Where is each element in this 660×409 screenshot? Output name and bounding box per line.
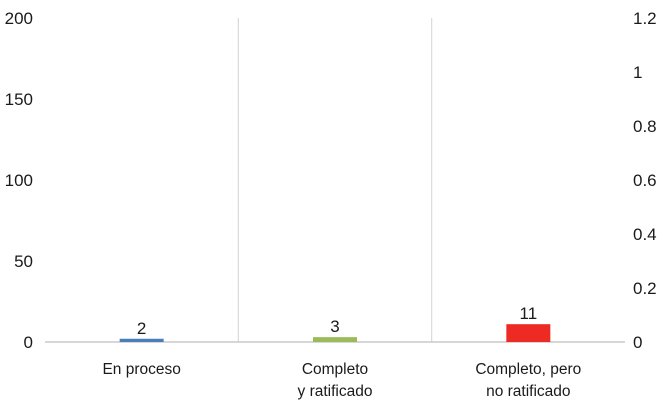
right-tick-label: 0.6 bbox=[633, 171, 657, 190]
category-label: Completo, pero bbox=[475, 361, 581, 378]
category-gridlines bbox=[237, 18, 433, 342]
category-label: y ratificado bbox=[298, 383, 373, 400]
right-tick-label: 1.2 bbox=[633, 9, 657, 28]
right-tick-label: 0.2 bbox=[633, 279, 657, 298]
left-tick-label: 100 bbox=[5, 171, 33, 190]
right-tick-label: 0.8 bbox=[633, 117, 657, 136]
bar bbox=[506, 324, 551, 342]
category-labels: En proceso Completo y ratificado Completo, … bbox=[102, 361, 581, 400]
category-label: no ratificado bbox=[486, 383, 570, 400]
left-tick-label: 50 bbox=[14, 252, 33, 271]
data-label: 11 bbox=[520, 304, 538, 323]
bar bbox=[313, 337, 357, 342]
data-label: 2 bbox=[137, 319, 146, 338]
bars bbox=[119, 324, 551, 342]
right-tick-label: 0 bbox=[633, 333, 642, 352]
data-labels: 2 3 11 bbox=[137, 304, 537, 338]
bar bbox=[119, 338, 164, 342]
category-label: En proceso bbox=[102, 361, 180, 378]
left-tick-label: 200 bbox=[5, 9, 33, 28]
right-tick-label: 1 bbox=[633, 63, 642, 82]
data-label: 3 bbox=[330, 317, 339, 336]
left-tick-label: 0 bbox=[24, 333, 33, 352]
right-tick-label: 0.4 bbox=[633, 225, 657, 244]
right-axis-ticks: 0 0.2 0.4 0.6 0.8 1 1.2 bbox=[633, 9, 657, 352]
left-tick-label: 150 bbox=[5, 90, 33, 109]
left-axis-ticks: 0 50 100 150 200 bbox=[5, 9, 33, 352]
category-label: Completo bbox=[302, 361, 368, 378]
